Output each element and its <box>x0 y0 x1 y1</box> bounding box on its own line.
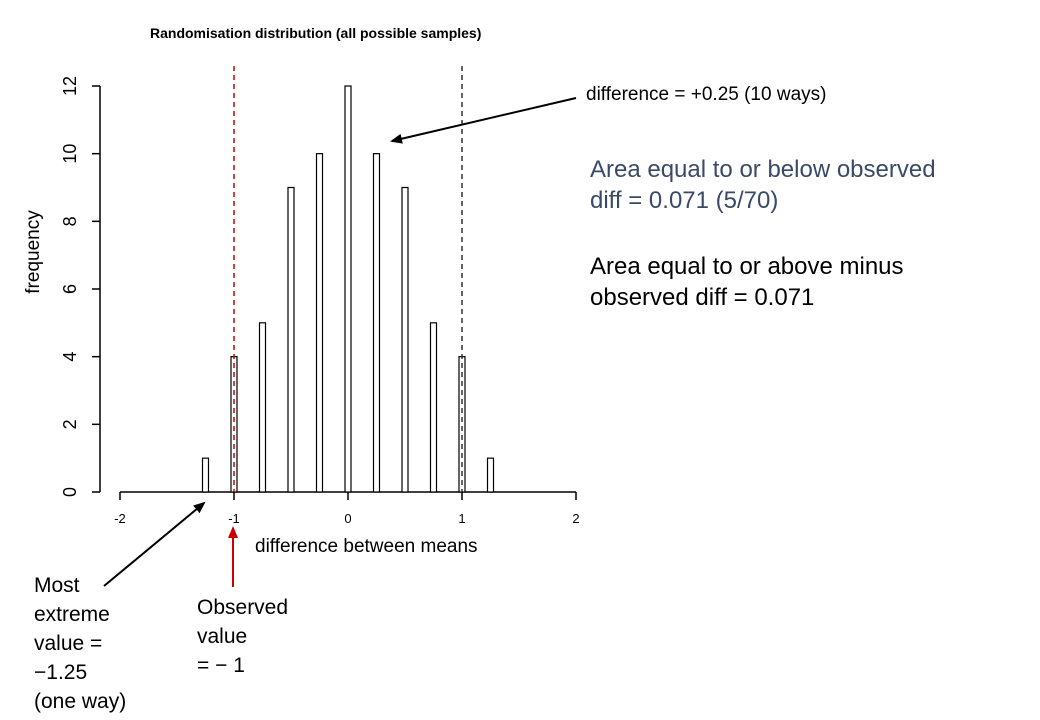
area-below-annotation: Area equal to or below observed diff = 0… <box>590 154 936 216</box>
histogram-bar <box>315 153 324 493</box>
most-extreme-line: value = <box>34 632 103 655</box>
y-tick-label: 8 <box>60 216 80 226</box>
x-tick-label: 1 <box>458 511 465 526</box>
most-extreme-annotation: Most extreme value = −1.25 (one way) <box>34 571 126 716</box>
area-above-line: Area equal to or above minus <box>590 253 904 280</box>
observed-line: = − 1 <box>197 654 245 677</box>
histogram-bar <box>287 186 295 493</box>
histogram-bar <box>486 457 495 493</box>
annotation-arrows <box>103 97 577 587</box>
histogram-bar <box>344 85 352 493</box>
most-extreme-line: extreme <box>34 603 110 626</box>
x-tick-label: 2 <box>572 511 579 526</box>
area-above-annotation: Area equal to or above minus observed di… <box>590 251 904 313</box>
difference-annotation: difference = +0.25 (10 ways) <box>586 84 827 105</box>
most-extreme-line: −1.25 <box>34 661 88 684</box>
difference-arrow <box>390 97 577 144</box>
x-tick-label: -1 <box>228 511 240 526</box>
y-tick-label: 12 <box>60 76 80 96</box>
x-tick-label: 0 <box>344 511 351 526</box>
area-below-line: Area equal to or below observed <box>590 156 936 183</box>
y-tick-label: 2 <box>60 419 80 429</box>
histogram-bar <box>429 322 438 493</box>
most-extreme-arrow <box>103 501 206 587</box>
y-tick-label: 10 <box>60 144 80 164</box>
chart-title: Randomisation distribution (all possible… <box>150 25 482 41</box>
most-extreme-line: (one way) <box>34 690 127 713</box>
x-tick-label: -2 <box>114 511 126 526</box>
histogram-bar <box>401 186 409 493</box>
y-tick-label: 4 <box>60 352 80 362</box>
observed-line: value <box>197 625 248 648</box>
reference-lines <box>233 66 463 492</box>
observed-annotation: Observed value = − 1 <box>197 593 288 680</box>
bars <box>201 85 495 493</box>
x-axis-label: difference between means <box>255 536 478 557</box>
y-tick-label: 0 <box>60 487 80 497</box>
most-extreme-line: Most <box>34 574 80 597</box>
histogram-bar <box>372 153 381 493</box>
histogram-bar <box>201 457 210 493</box>
y-axis-label: frequency <box>23 210 45 294</box>
area-above-line: observed diff = 0.071 <box>590 284 815 311</box>
y-tick-label: 6 <box>60 284 80 294</box>
observed-line: Observed <box>197 596 289 619</box>
area-below-line: diff = 0.071 (5/70) <box>590 187 779 214</box>
histogram-bar <box>258 322 267 493</box>
